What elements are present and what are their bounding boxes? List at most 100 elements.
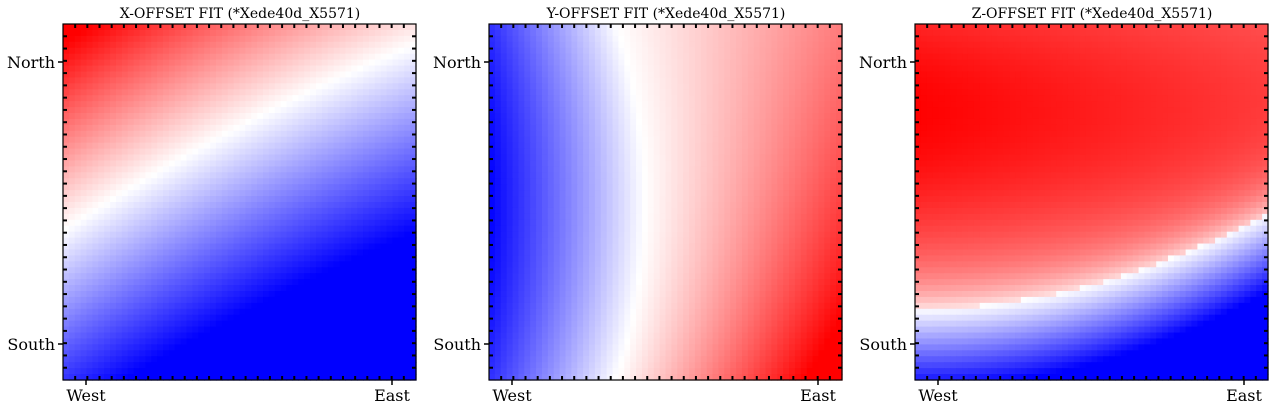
heatmap-cell [68,356,76,363]
heatmap-cell [274,344,282,351]
heatmap-cell [198,362,205,369]
heatmap-cell [547,59,555,67]
heatmap-cell [92,196,99,203]
heatmap-cell [98,296,105,304]
heatmap-cell [204,267,211,274]
heatmap-cell [286,308,294,316]
heatmap-cell [512,65,520,73]
heatmap-cell [298,77,305,84]
heatmap-cell [594,59,602,67]
heatmap-cell [518,47,525,55]
heatmap-cell [268,302,276,310]
heatmap-cell [374,130,382,138]
heatmap-cell [830,124,837,132]
heatmap-cell [86,237,94,245]
heatmap-cell [689,35,696,43]
heatmap-cell [530,65,537,73]
heatmap-cell [257,95,264,102]
heatmap-cell [392,362,399,369]
heatmap-cell [110,184,117,191]
heatmap-cell [677,107,684,114]
heatmap-cell [794,29,802,37]
heatmap-cell [263,184,270,191]
heatmap-cell [74,53,82,61]
heatmap-cell [104,107,111,114]
heatmap-cell [345,296,352,304]
heatmap-cell [789,107,796,114]
heatmap-cell [192,118,199,126]
heatmap-cell [180,172,188,179]
heatmap-cell [280,101,288,108]
heatmap-cell [110,368,117,375]
heatmap-cell [380,207,388,215]
heatmap-cell [783,35,790,43]
heatmap-cell [647,65,655,73]
heatmap-cell [321,219,329,227]
heatmap-cell [398,130,405,138]
heatmap-cell [321,231,329,239]
heatmap-cell [304,107,311,114]
heatmap-cell [157,65,164,73]
heatmap-cell [245,113,252,120]
heatmap-cell [227,231,235,239]
heatmap-cell [398,291,405,298]
heatmap-cell [659,101,667,108]
heatmap-cell [363,356,370,363]
heatmap-cell [204,148,211,156]
heatmap-cell [274,178,282,185]
heatmap-cell [339,291,346,298]
heatmap-cell [257,83,264,90]
heatmap-cell [263,243,270,251]
heatmap-cell [286,219,294,227]
heatmap-cell [210,279,217,286]
heatmap-cell [298,356,305,363]
heatmap-cell [133,136,141,144]
heatmap-cell [368,196,376,203]
heatmap-cell [263,154,270,162]
heatmap-cell [339,231,346,239]
heatmap-cell [215,77,223,84]
heatmap-cell [398,118,405,126]
heatmap-cell [404,243,411,251]
heatmap-cell [233,178,241,185]
heatmap-cell [151,374,158,381]
heatmap-cell [392,314,399,322]
heatmap-cell [653,118,661,126]
heatmap-cell [221,368,229,375]
heatmap-cell [392,320,399,328]
heatmap-cell [321,243,329,251]
heatmap-cell [677,24,684,31]
heatmap-cell [263,47,270,55]
heatmap-cell [386,118,394,126]
heatmap-cell [74,332,82,340]
heatmap-cell [298,89,305,96]
heatmap-cell [410,344,417,351]
heatmap-cell [204,207,211,215]
heatmap-cell [368,130,376,138]
heatmap-cell [518,83,525,90]
heatmap-cell [263,261,270,268]
heatmap-cell [251,190,258,197]
heatmap-cell [345,89,352,96]
heatmap-cell [110,166,117,173]
heatmap-cell [92,160,99,167]
heatmap-cell [263,273,270,280]
heatmap-cell [351,350,358,357]
heatmap-cell [163,95,170,102]
heatmap-cell [239,285,246,292]
heatmap-cell [759,47,767,55]
heatmap-cell [583,41,590,49]
heatmap-cell [298,83,305,90]
heatmap-cell [192,47,199,55]
heatmap-cell [315,142,323,150]
heatmap-cell [404,249,411,256]
heatmap-cell [68,142,76,150]
heatmap-cell [345,350,352,357]
heatmap-cell [380,356,388,363]
heatmap-cell [368,113,376,120]
heatmap-cell [500,71,508,78]
heatmap-cell [830,71,837,78]
heatmap-cell [298,237,305,245]
heatmap-cell [215,29,223,37]
heatmap-cell [139,124,146,132]
